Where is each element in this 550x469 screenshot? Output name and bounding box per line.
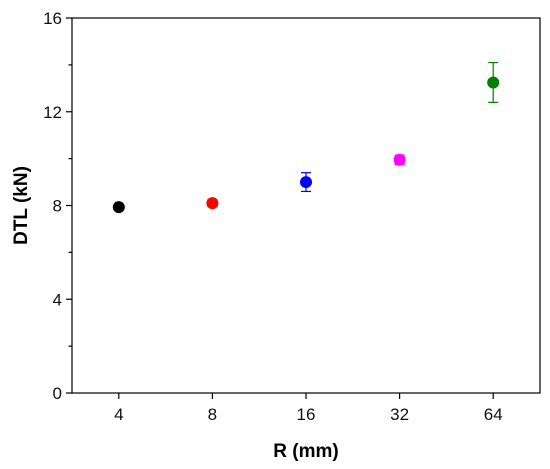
data-marks (112, 61, 500, 214)
x-axis-title: R (mm) (273, 441, 338, 462)
data-point (300, 176, 312, 189)
y-tick-label: 16 (43, 9, 62, 28)
x-tick-label: 64 (484, 405, 503, 424)
data-point (112, 201, 125, 214)
x-tick-label: 4 (114, 405, 123, 424)
data-point (206, 197, 219, 210)
x-tick-label: 16 (297, 405, 316, 424)
x-tick-label: 8 (208, 405, 217, 424)
y-tick-label: 0 (53, 384, 62, 403)
y-tick-label: 4 (53, 290, 62, 309)
plot-frame (71, 17, 541, 394)
y-tick-label: 12 (43, 103, 62, 122)
data-point (487, 76, 500, 89)
data-point (393, 153, 406, 166)
x-tick-label: 32 (390, 405, 409, 424)
y-tick-label: 8 (53, 197, 62, 216)
axis-ticks: 0 4 8 12 16 4 8 16 32 64 (43, 9, 503, 424)
y-axis-title: DTL (kN) (11, 166, 32, 245)
